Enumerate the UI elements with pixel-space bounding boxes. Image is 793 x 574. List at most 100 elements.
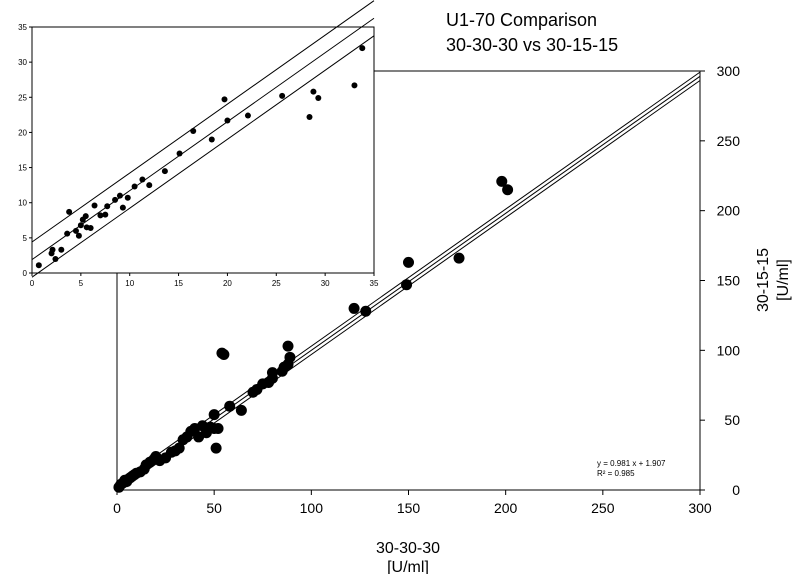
y-axis-label-line-1: 30-15-15 (755, 248, 772, 312)
inset-data-point (52, 255, 59, 262)
main-y-tick-label: 150 (717, 273, 741, 289)
inset-data-point (75, 232, 82, 239)
x-axis-label-line-1: 30-30-30 (376, 540, 440, 557)
inset-data-point (161, 168, 168, 175)
main-y-tick-label: 300 (717, 63, 741, 79)
inset-data-point (244, 112, 251, 119)
inset-background (32, 27, 374, 273)
inset-data-point (190, 128, 197, 135)
inset-data-point (82, 213, 89, 220)
main-x-tick-label: 250 (591, 500, 615, 516)
main-data-point (453, 252, 465, 264)
inset-y-tick-label: 30 (18, 58, 27, 67)
main-data-point (224, 400, 236, 412)
inset-y-tick-label: 5 (23, 234, 28, 243)
main-x-tick-label: 100 (300, 500, 324, 516)
inset-data-point (315, 94, 322, 101)
main-x-tick-label: 50 (206, 500, 222, 516)
main-plot: 0 50 100 150 200 250 300 0 50 100 150 200 250 300 y … (113, 63, 792, 574)
chart-title-line-2: 30-30-30 vs 30-15-15 (446, 35, 618, 55)
inset-data-point (146, 182, 153, 189)
inset-data-point (351, 82, 358, 89)
inset-data-point (49, 246, 56, 253)
inset-plot-frame (31, 26, 375, 274)
inset-x-tick-label: 5 (79, 279, 84, 288)
inset-data-point (208, 136, 215, 143)
regression-equation: y = 0.981 x + 1.907 (597, 459, 666, 468)
inset-data-point (176, 150, 183, 157)
inset-data-point (124, 194, 131, 201)
main-data-point (173, 442, 185, 454)
main-y-tick-label: 200 (717, 203, 741, 219)
inset-data-point (77, 222, 84, 229)
y-axis-label-line-2: [U/ml] (775, 259, 792, 301)
inset-y-tick-label: 20 (18, 128, 27, 137)
main-data-point (403, 256, 414, 268)
inset-data-point (72, 227, 79, 234)
main-x-tick-label: 300 (688, 500, 712, 516)
inset-data-point (35, 262, 42, 269)
inset-data-point (87, 225, 94, 232)
inset-y-tick-label: 35 (18, 23, 27, 32)
inset-data-point (359, 45, 366, 52)
inset-x-tick-label: 35 (370, 279, 379, 288)
inset-data-point (58, 246, 65, 253)
inset-x-tick-label: 25 (272, 279, 281, 288)
inset-regression-line-1 (31, 17, 375, 261)
inset-x-tick-label: 20 (223, 279, 232, 288)
inset-data-point (66, 208, 73, 215)
main-y-tick-label: 250 (717, 133, 741, 149)
inset-y-tick-label: 15 (18, 164, 27, 173)
main-data-point (235, 404, 247, 416)
inset-data-point (224, 117, 231, 124)
inset-data-point (310, 88, 317, 95)
inset-data-point (116, 192, 123, 199)
chart-title-line-1: U1-70 Comparison (446, 10, 597, 30)
inset-regression-line-2 (31, 0, 375, 243)
inset-data-point (104, 203, 111, 210)
inset-points (35, 45, 366, 269)
main-data-point (348, 302, 360, 314)
inset-data-point (119, 204, 126, 211)
main-data-point (401, 279, 413, 291)
main-points (113, 175, 514, 493)
main-data-point (502, 184, 514, 196)
inset-x-tick-label: 0 (30, 279, 35, 288)
inset-data-point (131, 183, 138, 190)
inset-data-point (221, 96, 228, 103)
inset-x-tick-label: 15 (174, 279, 183, 288)
inset-data-point (64, 230, 71, 237)
r-squared-label: R² = 0.985 (597, 469, 635, 478)
inset-x-tick-label: 10 (125, 279, 134, 288)
inset-y-tick-label: 0 (23, 269, 28, 278)
main-x-ticks: 0 50 100 150 200 250 300 (113, 490, 712, 516)
inset-data-point (112, 196, 119, 203)
inset-data-point (97, 212, 104, 219)
main-data-point (284, 351, 296, 363)
main-data-point (282, 340, 294, 352)
main-data-point (218, 349, 230, 361)
inset-y-ticks: 0 5 10 15 20 25 30 35 (18, 23, 32, 278)
inset-y-tick-label: 25 (18, 93, 27, 102)
inset-x-ticks: 0 5 10 15 20 25 30 35 (30, 273, 379, 288)
main-x-tick-label: 150 (397, 500, 421, 516)
main-data-point (266, 367, 278, 379)
main-data-point (360, 305, 372, 317)
main-x-tick-label: 0 (113, 500, 121, 516)
inset-data-point (279, 92, 286, 99)
main-x-tick-label: 200 (494, 500, 518, 516)
inset-data-point (139, 176, 146, 183)
inset-regression-line-0 (31, 35, 375, 278)
main-data-point (496, 175, 508, 187)
main-y-tick-label: 100 (717, 342, 741, 358)
inset-regression-lines (31, 0, 375, 278)
inset-data-point (306, 113, 313, 120)
inset-data-point (91, 202, 98, 209)
x-axis-label-line-2: [U/ml] (387, 559, 429, 574)
inset-plot: 0 5 10 15 20 25 30 35 0 5 10 15 20 25 30 35 (18, 0, 379, 288)
main-y-ticks: 0 50 100 150 200 250 300 (700, 63, 740, 498)
inset-x-tick-label: 30 (321, 279, 330, 288)
main-data-point (210, 442, 222, 454)
main-data-point (212, 423, 224, 435)
